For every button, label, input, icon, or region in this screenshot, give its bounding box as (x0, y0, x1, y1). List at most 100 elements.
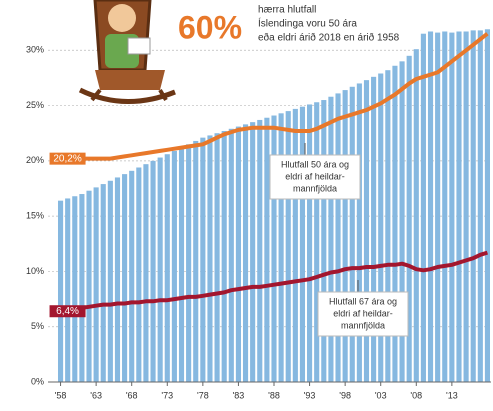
y-tick-label: 10% (26, 266, 44, 276)
x-tick-label: '58 (55, 390, 67, 400)
callout-text: eldri af heildar- (333, 308, 393, 318)
value-label-bg (49, 152, 86, 165)
bar (242, 124, 249, 383)
callout-text: mannfjölda (293, 183, 337, 193)
bar (122, 174, 128, 382)
bar (228, 128, 234, 382)
bar (264, 117, 270, 382)
annotation-text: Íslendinga voru 50 ára (258, 17, 357, 30)
bar (470, 30, 476, 383)
y-tick-label: 15% (26, 211, 44, 221)
bar (93, 187, 99, 382)
bar (221, 131, 227, 382)
x-tick-label: '83 (233, 390, 245, 400)
bar (79, 194, 85, 382)
bar (299, 106, 306, 383)
bar (86, 190, 92, 382)
bar (477, 30, 483, 383)
bar (378, 73, 384, 383)
callout-box (317, 291, 409, 337)
bar (136, 167, 142, 382)
callout-text: Hlutfall 67 ára og (329, 296, 397, 306)
bar (100, 184, 106, 382)
bar (164, 154, 170, 382)
y-tick-label: 5% (31, 321, 44, 331)
bar (463, 31, 469, 382)
line (60, 32, 489, 161)
bar (129, 170, 135, 382)
callout-text: mannfjölda (341, 320, 385, 330)
bar (335, 93, 341, 382)
bar (285, 111, 291, 382)
y-tick-label: 25% (26, 100, 44, 110)
x-tick-label: '78 (197, 390, 209, 400)
bar (235, 126, 241, 382)
bar (449, 32, 455, 382)
bar (207, 135, 213, 382)
bar (214, 133, 220, 382)
y-tick-label: 30% (26, 45, 44, 55)
bar (371, 76, 377, 382)
x-tick-label: '08 (410, 390, 422, 400)
bar (420, 33, 426, 382)
bar (427, 31, 434, 382)
x-tick-label: '68 (126, 390, 138, 400)
bar (186, 144, 192, 382)
callout-text: Hlutfall 50 ára og (281, 159, 349, 169)
bar (292, 108, 298, 382)
value-label-bg (49, 305, 86, 318)
y-tick-label: 20% (26, 155, 44, 165)
bar (278, 113, 284, 382)
bar (157, 157, 163, 382)
bar (456, 31, 462, 382)
bar (392, 65, 398, 382)
bar (271, 115, 277, 382)
bar (385, 70, 391, 382)
x-tick-label: '63 (90, 390, 102, 400)
bar (57, 200, 64, 382)
x-tick-label: '73 (161, 390, 173, 400)
bar (250, 122, 256, 383)
bar (406, 55, 412, 383)
bar (114, 177, 121, 382)
rocking-chair-illustration (78, 0, 176, 105)
callout-text: eldri af heildar- (285, 171, 345, 181)
annotation-text: hærra hlutfall (258, 5, 316, 16)
bar (257, 119, 263, 383)
bar (150, 160, 156, 382)
bar (72, 196, 78, 382)
x-tick-label: '93 (304, 390, 316, 400)
bar (321, 100, 327, 383)
callout-box (269, 154, 361, 200)
x-tick-label: '98 (339, 390, 351, 400)
bar (107, 180, 113, 382)
bar (193, 140, 199, 382)
bar (435, 32, 441, 382)
value-label: 20,2% (53, 153, 81, 164)
annotation-big: 60% (178, 9, 242, 45)
bar (314, 102, 320, 383)
bar (143, 164, 149, 382)
annotation-text: eða eldri árið 2018 en árið 1958 (258, 32, 400, 44)
bar (200, 137, 206, 382)
bar (328, 96, 334, 383)
y-tick-label: 0% (31, 376, 44, 386)
bar (307, 104, 313, 383)
line (60, 250, 488, 314)
bar (349, 86, 355, 382)
bar (356, 83, 362, 382)
bar (363, 80, 370, 382)
bar (484, 29, 491, 383)
bar (342, 90, 348, 382)
bar (171, 150, 177, 382)
value-label: 6,4% (56, 306, 79, 317)
bar (178, 147, 185, 382)
bar (413, 49, 419, 383)
x-tick-label: '03 (375, 390, 387, 400)
bar (399, 61, 405, 382)
bar (442, 31, 448, 382)
x-tick-label: '13 (446, 390, 458, 400)
x-tick-label: '88 (268, 390, 280, 400)
